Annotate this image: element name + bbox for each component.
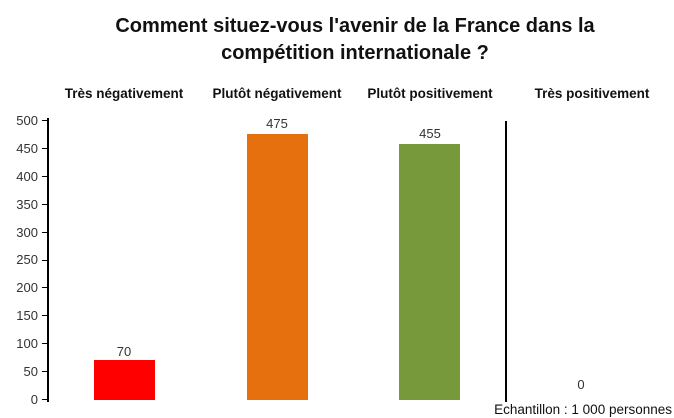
y-tick-label-200: 200 [16,280,38,295]
category-label-plutot-negativement: Plutôt négativement [212,86,342,101]
chart-title-line2: compétition internationale ? [221,42,489,64]
category-label-tres-negativement: Très négativement [64,86,184,101]
value-label-tres-positivement: 0 [577,377,585,392]
chart-title-line1: Comment situez-vous l'avenir de la Franc… [115,15,595,37]
y-tick-mark [42,232,48,233]
bar-plutot-negativement [247,134,308,400]
y-tick-label-350: 350 [16,197,38,212]
y-tick-mark [42,204,48,205]
y-tick-mark [42,148,48,149]
value-label-plutot-positivement: 455 [419,126,441,141]
y-axis-line [47,118,49,402]
sample-size-note: Echantillon : 1 000 personnes [494,402,672,417]
value-label-tres-negativement: 70 [116,344,132,359]
category-separator-line [505,121,507,402]
y-tick-mark [42,343,48,344]
y-tick-label-250: 250 [16,252,38,267]
value-label-plutot-negativement: 475 [266,116,288,131]
y-tick-mark [42,399,48,400]
y-tick-mark [42,287,48,288]
chart-title: Comment situez-vous l'avenir de la Franc… [36,13,674,67]
y-tick-label-100: 100 [16,336,38,351]
y-tick-label-450: 450 [16,141,38,156]
y-tick-label-50: 50 [23,364,38,379]
y-tick-label-400: 400 [16,169,38,184]
y-tick-mark [42,176,48,177]
y-tick-mark [42,260,48,261]
y-tick-label-150: 150 [16,308,38,323]
y-tick-mark [42,315,48,316]
bar-tres-negativement [94,360,155,400]
y-tick-label-300: 300 [16,225,38,240]
bar-plutot-positivement [399,144,460,400]
y-tick-label-0: 0 [30,392,38,407]
category-label-plutot-positivement: Plutôt positivement [367,86,493,101]
y-tick-mark [42,371,48,372]
y-tick-mark [42,120,48,121]
y-tick-label-500: 500 [16,113,38,128]
category-label-tres-positivement: Très positivement [534,86,650,101]
